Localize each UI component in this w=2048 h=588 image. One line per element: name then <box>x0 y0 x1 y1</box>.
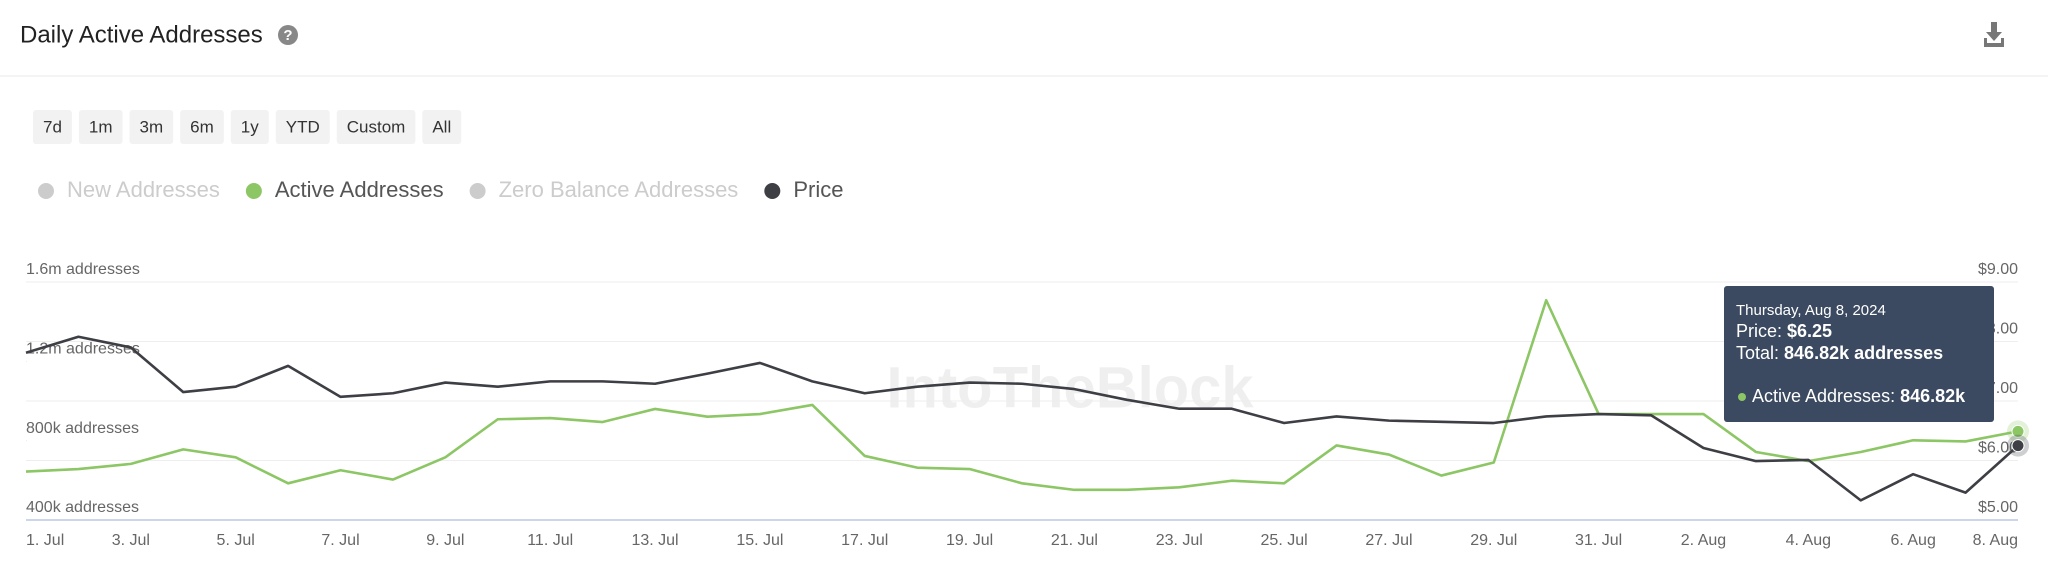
legend-dot[interactable] <box>38 183 54 199</box>
tooltip-date: Thursday, Aug 8, 2024 <box>1736 302 1886 319</box>
legend-item[interactable]: Price <box>764 177 843 202</box>
button-label[interactable]: 7d <box>43 117 62 136</box>
button-bg[interactable] <box>33 110 72 144</box>
x-tick-label: 31. Jul <box>1575 532 1622 549</box>
range-button[interactable]: 1y <box>230 110 269 144</box>
x-tick-label: 4. Aug <box>1786 532 1831 549</box>
legend-dot[interactable] <box>469 183 486 199</box>
range-button[interactable]: 1m <box>78 110 123 144</box>
y-tick-label: 800k addresses <box>26 420 139 437</box>
range-button[interactable]: All <box>422 110 462 144</box>
x-tick-label: 25. Jul <box>1261 532 1308 549</box>
tooltip-item-value: 846.82k <box>1900 386 1966 406</box>
x-tick-label: 27. Jul <box>1365 532 1412 549</box>
legend-label[interactable]: Active Addresses <box>275 177 444 202</box>
x-tick-label: 5. Jul <box>217 532 255 549</box>
tooltip-item-label: Active Addresses: <box>1752 386 1895 406</box>
tooltip-line-value: $6.25 <box>1787 321 1832 341</box>
button-label[interactable]: Custom <box>347 117 406 136</box>
x-tick-label: 13. Jul <box>631 532 678 549</box>
legend-item[interactable]: Zero Balance Addresses <box>469 177 739 202</box>
x-tick-label: 11. Jul <box>527 532 573 549</box>
legend-dot[interactable] <box>245 183 262 199</box>
button-label[interactable]: 1m <box>89 117 113 136</box>
tooltip-line-label: Price: <box>1736 321 1782 341</box>
legend-label[interactable]: Price <box>793 177 843 202</box>
button-bg[interactable] <box>180 110 224 144</box>
legend-label[interactable]: Zero Balance Addresses <box>499 177 739 202</box>
y2-tick-label: $6.00 <box>1978 440 2018 457</box>
legend-item[interactable]: Active Addresses <box>245 177 444 202</box>
button-label[interactable]: 6m <box>190 117 214 136</box>
tooltip-line-value: 846.82k addresses <box>1784 343 1943 363</box>
svg-text:?: ? <box>283 27 292 44</box>
x-tick-label: 29. Jul <box>1470 532 1517 549</box>
x-tick-label: 23. Jul <box>1156 532 1203 549</box>
tooltip-item: Active Addresses: 846.82k <box>1752 386 1966 406</box>
x-tick-label: 7. Jul <box>321 532 359 549</box>
y2-tick-label: $5.00 <box>1978 499 2018 516</box>
range-button[interactable]: Custom <box>336 110 416 144</box>
hover-point <box>2011 424 2025 438</box>
x-tick-label: 15. Jul <box>736 532 783 549</box>
range-button[interactable]: YTD <box>275 110 330 144</box>
x-tick-label: 17. Jul <box>841 532 888 549</box>
tooltip-line: Price: $6.25 <box>1736 321 1832 341</box>
button-bg[interactable] <box>78 110 123 144</box>
button-bg[interactable] <box>275 110 330 144</box>
y-tick-label: 1.2m addresses <box>26 341 140 358</box>
tooltip-dot <box>1738 393 1746 401</box>
button-label[interactable]: All <box>432 117 451 136</box>
help-icon[interactable]: ? <box>278 25 298 45</box>
hover-point <box>2011 439 2025 453</box>
legend-item[interactable]: New Addresses <box>38 177 220 202</box>
series-line <box>25 335 2019 502</box>
x-tick-label: 8. Aug <box>1973 532 2018 549</box>
legend-label[interactable]: New Addresses <box>67 177 220 202</box>
button-label[interactable]: 1y <box>241 117 259 136</box>
download-icon[interactable] <box>1984 22 2004 47</box>
range-button[interactable]: 7d <box>33 110 72 144</box>
y-tick-label: 1.6m addresses <box>26 261 140 278</box>
button-bg[interactable] <box>129 110 174 144</box>
x-tick-label: 19. Jul <box>946 532 993 549</box>
tooltip-line-label: Total: <box>1736 343 1779 363</box>
x-tick-label: 3. Jul <box>112 532 150 549</box>
legend-dot[interactable] <box>764 183 781 199</box>
x-tick-label: 9. Jul <box>426 532 464 549</box>
page-title: Daily Active Addresses <box>20 21 263 48</box>
range-button[interactable]: 6m <box>180 110 224 144</box>
x-tick-label: 2. Aug <box>1681 532 1726 549</box>
y2-tick-label: $9.00 <box>1978 261 2018 278</box>
range-button[interactable]: 3m <box>129 110 174 144</box>
x-tick-label: 1. Jul <box>26 532 64 549</box>
tooltip-box <box>1724 286 1994 422</box>
button-bg[interactable] <box>230 110 269 144</box>
button-bg[interactable] <box>422 110 462 144</box>
series-line <box>25 298 2019 492</box>
y-tick-label: 400k addresses <box>26 499 139 516</box>
x-tick-label: 6. Aug <box>1890 532 1935 549</box>
tooltip-line: Total: 846.82k addresses <box>1736 343 1943 363</box>
button-label[interactable]: YTD <box>286 117 320 136</box>
button-bg[interactable] <box>336 110 416 144</box>
button-label[interactable]: 3m <box>140 117 164 136</box>
x-tick-label: 21. Jul <box>1051 532 1098 549</box>
